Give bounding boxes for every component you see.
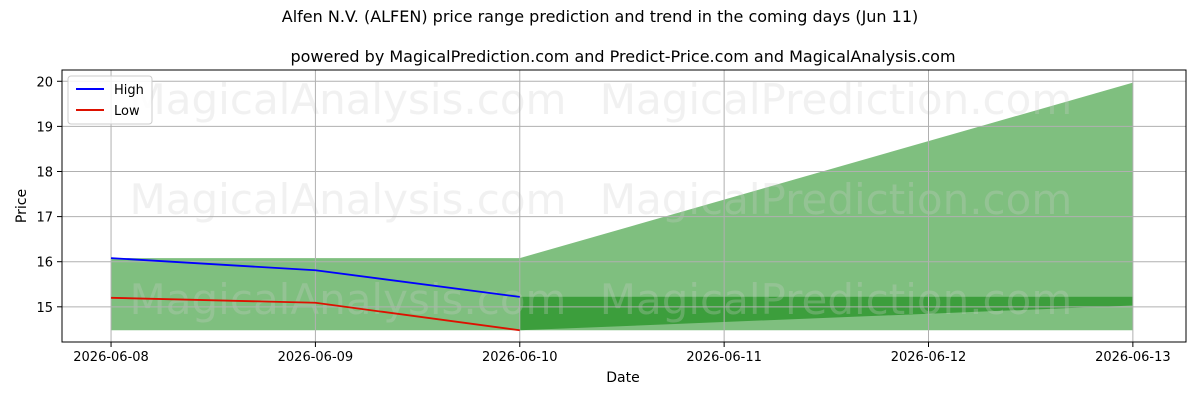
legend-label: High — [114, 83, 144, 98]
chart-subtitle: powered by MagicalPrediction.com and Pre… — [290, 47, 955, 66]
series-line-high — [110, 257, 520, 298]
y-tick-label: 17 — [36, 211, 53, 226]
y-tick-label: 20 — [36, 75, 53, 90]
plot-frame — [61, 69, 1187, 343]
watermark-text: MagicalPrediction.com — [600, 175, 1073, 224]
x-tick-label: 2026-06-11 — [686, 350, 762, 365]
prediction-bands — [111, 82, 1133, 331]
chart-title: Alfen N.V. (ALFEN) price range predictio… — [282, 7, 919, 26]
axis-ticks: 2026-06-08 2026-06-09 2026-06-10 2026-06-11… — [36, 75, 1170, 365]
y-axis-label: Price — [14, 189, 30, 223]
x-axis-label: Date — [606, 370, 639, 386]
y-tick-label: 18 — [36, 165, 53, 180]
x-tick-label: 2026-06-10 — [482, 350, 558, 365]
watermark-text: MagicalAnalysis.com — [130, 75, 567, 124]
x-tick-label: 2026-06-08 — [73, 350, 149, 365]
y-tick-label: 19 — [36, 120, 53, 135]
grid — [62, 70, 1186, 342]
watermark-text: MagicalPrediction.com — [600, 75, 1073, 124]
x-tick-label: 2026-06-12 — [891, 350, 967, 365]
watermarks: MagicalAnalysis.com MagicalPrediction.com… — [130, 75, 1073, 324]
watermark-text: MagicalPrediction.com — [600, 275, 1073, 324]
legend: High Low — [67, 75, 153, 125]
prediction-band-3 — [519, 296, 1133, 306]
series-lines — [110, 257, 520, 332]
y-tick-label: 15 — [36, 301, 53, 316]
watermark-text: MagicalAnalysis.com — [130, 175, 567, 224]
legend-label: Low — [114, 104, 140, 119]
x-tick-label: 2026-06-09 — [278, 350, 354, 365]
y-tick-label: 16 — [36, 256, 53, 271]
series-line-low — [111, 296, 520, 332]
x-tick-label: 2026-06-13 — [1095, 350, 1171, 365]
prediction-band-1 — [519, 82, 1133, 331]
